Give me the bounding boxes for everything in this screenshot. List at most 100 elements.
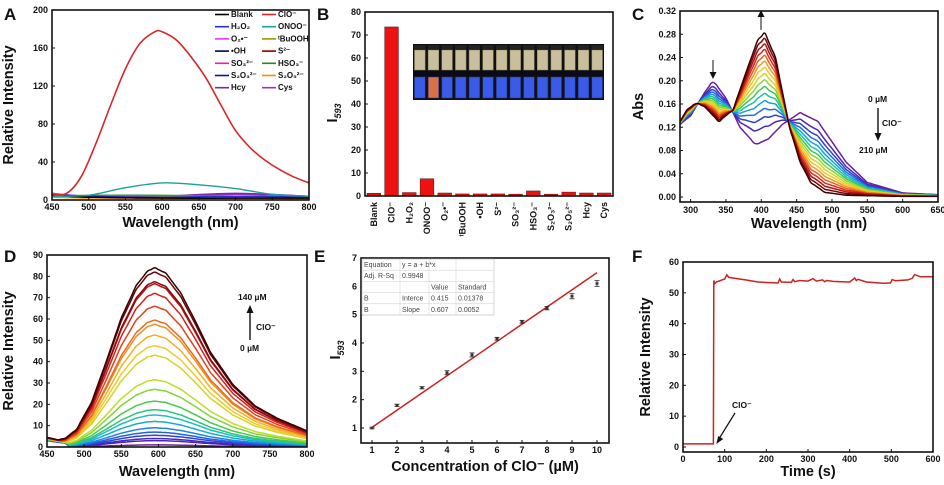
x-tick-label: 750	[265, 202, 280, 212]
vial-cap-label	[564, 45, 576, 49]
fit-table-cell: Value	[431, 284, 448, 291]
category-label: Blank	[369, 201, 379, 227]
y-tick-label: 4	[352, 338, 357, 348]
y-tick-label: 60	[33, 314, 43, 324]
legend-label: Blank	[231, 10, 253, 19]
inset-divider	[413, 71, 604, 76]
y-tick-label: 0.24	[658, 53, 676, 63]
y-tick-label: 10	[669, 411, 679, 421]
vial-uv	[414, 76, 426, 99]
vial-uv	[496, 76, 508, 99]
legend-label: S²⁻	[278, 47, 290, 56]
legend-label: ClO⁻	[278, 10, 296, 19]
category-label: S₂O₅²⁻	[564, 202, 574, 231]
y-axis-label: Relative Intensity	[1, 45, 17, 164]
annotation-bottom: 210 µM	[859, 145, 888, 155]
legend-label: ONOO⁻	[278, 22, 307, 31]
fit-table-cell: 0.0052	[458, 307, 480, 314]
category-label: Cys	[599, 202, 609, 219]
x-tick-label: 700	[228, 202, 243, 212]
x-tick-label: 450	[44, 202, 59, 212]
series-line	[47, 283, 307, 441]
panel-a-emission-selectivity: 450 500 550 600 650 700 750 800 0 40 80 120 160 200 Wa…	[1, 5, 317, 231]
series-line	[47, 408, 307, 446]
legend-label: S₂O₅²⁻	[278, 71, 304, 80]
x-tick-label: 2	[394, 445, 399, 455]
y-tick-label: 0	[356, 191, 361, 201]
y-axis-label: Abs	[631, 93, 647, 120]
y-tick-label: 50	[33, 335, 43, 345]
vial-cap-label	[577, 45, 590, 49]
x-tick-label: 600	[155, 202, 170, 212]
vial-daylight	[509, 49, 521, 71]
category-label: O₂•⁻	[440, 202, 450, 221]
y-tick-label: 6	[352, 281, 357, 291]
data-point	[444, 370, 450, 376]
x-tick-label: 500	[884, 454, 899, 464]
plot-frame	[679, 10, 939, 203]
legend-label: SO₃²⁻	[231, 59, 253, 68]
y-tick-label: 80	[33, 271, 43, 281]
y-tick-label: 50	[351, 76, 361, 86]
panel-b-bar-selectivity: 0 10 20 30 40 50 60 70 80 Blank ClO⁻ H₂O₂ ONOO⁻ O₂•⁻ ᵗ…	[325, 7, 614, 236]
x-axis-label: Time (s)	[780, 464, 836, 480]
plot-frame	[46, 254, 308, 448]
fit-table-cell: Adj. R-Sq	[364, 273, 394, 280]
vial-uv	[537, 76, 549, 99]
data-marker	[470, 353, 474, 357]
vial-daylight	[537, 49, 549, 71]
y-tick-label: 80	[351, 7, 361, 17]
y-tick-label: 20	[351, 145, 361, 155]
x-tick-label: 450	[39, 449, 54, 459]
y-axis-label: I593	[328, 340, 346, 359]
annotation-bottom: 0 µM	[240, 343, 259, 353]
vial-cap-label	[536, 45, 549, 49]
x-axis-label: Concentration of ClO⁻ (µM)	[391, 459, 579, 475]
vial-daylight	[468, 49, 480, 71]
vial-cap-label	[523, 45, 535, 49]
y-tick-label: 0.04	[658, 169, 676, 179]
data-marker	[420, 386, 424, 389]
x-tick-label: 600	[925, 454, 940, 464]
category-label: •OH	[475, 202, 485, 219]
data-point	[544, 306, 550, 311]
category-label: Hcy	[581, 202, 591, 219]
x-tick-label: 200	[759, 454, 774, 464]
vial-cap-label	[414, 45, 426, 49]
y-tick-label: 0	[43, 195, 48, 205]
annotation-arrow-shaft	[717, 412, 736, 441]
x-tick-label: 550	[114, 449, 129, 459]
vial-daylight	[482, 49, 494, 71]
fit-table-cell: Equation	[364, 262, 392, 269]
y-tick-label: 20	[33, 399, 43, 409]
annotation-analyte: ClO⁻	[882, 118, 902, 128]
vial-uv	[455, 76, 467, 99]
y-tick-label: 40	[33, 357, 43, 367]
legend-label: Cys	[278, 83, 293, 92]
data-point	[594, 280, 600, 287]
vial-cap-label	[427, 45, 440, 49]
series-line	[47, 319, 307, 442]
annotation-top: 0 µM	[868, 94, 887, 104]
data-marker	[395, 404, 399, 407]
category-label: ClO⁻	[387, 202, 397, 223]
series-group	[52, 29, 309, 200]
x-tick-label: 400	[754, 205, 769, 215]
y-tick-label: 2	[352, 395, 357, 405]
x-axis-label: Wavelength (nm)	[751, 216, 867, 232]
plot-frame	[51, 9, 310, 201]
y-label-subscript: 593	[336, 340, 346, 355]
panel-e-linear-fit: 1 2 3 4 5 6 7 8 9 10 1 2 3 4 5 6 7 Concentration of ClO⁻ …	[328, 253, 610, 475]
fit-table-border	[361, 258, 495, 316]
data-marker	[370, 426, 374, 430]
y-label-main: I	[328, 356, 344, 360]
annotation-top: 140 µM	[238, 292, 267, 302]
y-tick-label: 60	[669, 257, 679, 267]
series-line	[47, 354, 307, 443]
x-tick-label: 650	[191, 202, 206, 212]
y-tick-label: 0.16	[658, 99, 676, 109]
y-tick-label: 0.00	[658, 192, 676, 202]
y-tick-label: 30	[33, 378, 43, 388]
series-line	[47, 267, 307, 441]
fit-line	[371, 271, 598, 428]
